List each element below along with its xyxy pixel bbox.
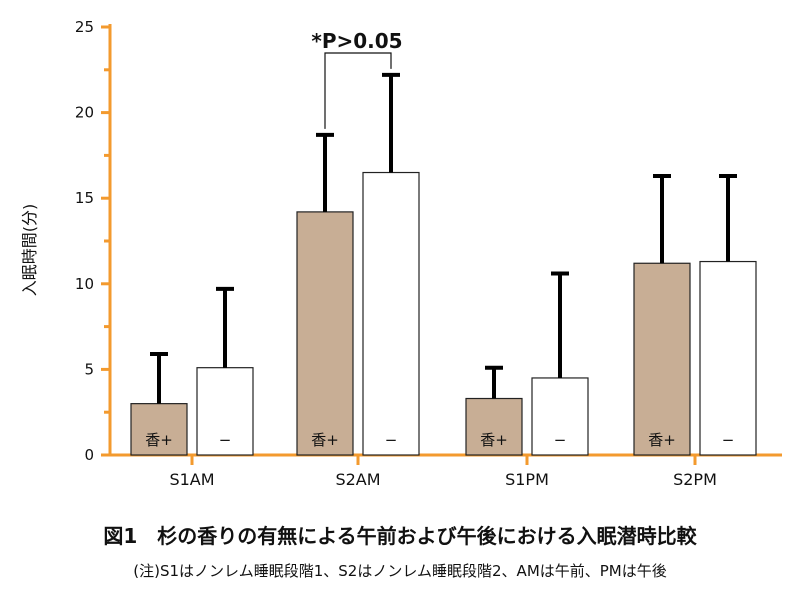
bar xyxy=(130,403,188,456)
bar-series-label: 香+ xyxy=(145,431,173,449)
bar-series-label: − xyxy=(554,431,567,449)
bar-chart: 入眠時間(分) *P>0.05 0 5 10 15 20 25 香+ − S1AM 香+ − S2AM… xyxy=(20,18,782,489)
y-tick-label: 25 xyxy=(75,18,94,36)
significance-bracket xyxy=(324,52,392,129)
y-axis-label: 入眠時間(分) xyxy=(20,204,39,297)
bar xyxy=(699,260,757,456)
y-tick-label: 15 xyxy=(75,189,94,207)
figure-caption-title: 図1 杉の香りの有無による午前および午後における入眠潜時比較 xyxy=(103,524,697,548)
x-tick-label: S1PM xyxy=(505,470,549,489)
bar xyxy=(465,397,523,456)
x-tick-label: S2AM xyxy=(335,470,380,489)
x-tick-label: S1AM xyxy=(169,470,214,489)
y-tick-label: 10 xyxy=(75,275,94,293)
x-tick-label: S2PM xyxy=(673,470,717,489)
bar xyxy=(196,367,254,456)
bar-series-label: 香+ xyxy=(311,431,339,449)
bar xyxy=(296,211,354,456)
bar-series-label: − xyxy=(219,431,232,449)
y-tick-label: 5 xyxy=(84,360,94,378)
bar-series-label: 香+ xyxy=(480,431,508,449)
bar-series-label: − xyxy=(385,431,398,449)
bar xyxy=(362,171,420,456)
plot-area: 0 5 10 15 20 25 香+ − S1AM 香+ − S2AM 香+ − S1PM 香+ − S2PM xyxy=(75,18,782,489)
figure-caption-note: (注)S1はノンレム睡眠段階1、S2はノンレム睡眠段階2、AMは午前、PMは午後 xyxy=(133,562,667,580)
significance-label: *P>0.05 xyxy=(311,29,402,53)
bar-series-label: − xyxy=(722,431,735,449)
y-tick-label: 0 xyxy=(84,446,94,464)
bar-series-label: 香+ xyxy=(648,431,676,449)
y-tick-label: 20 xyxy=(75,104,94,122)
bar xyxy=(633,262,691,456)
bar xyxy=(531,377,589,456)
